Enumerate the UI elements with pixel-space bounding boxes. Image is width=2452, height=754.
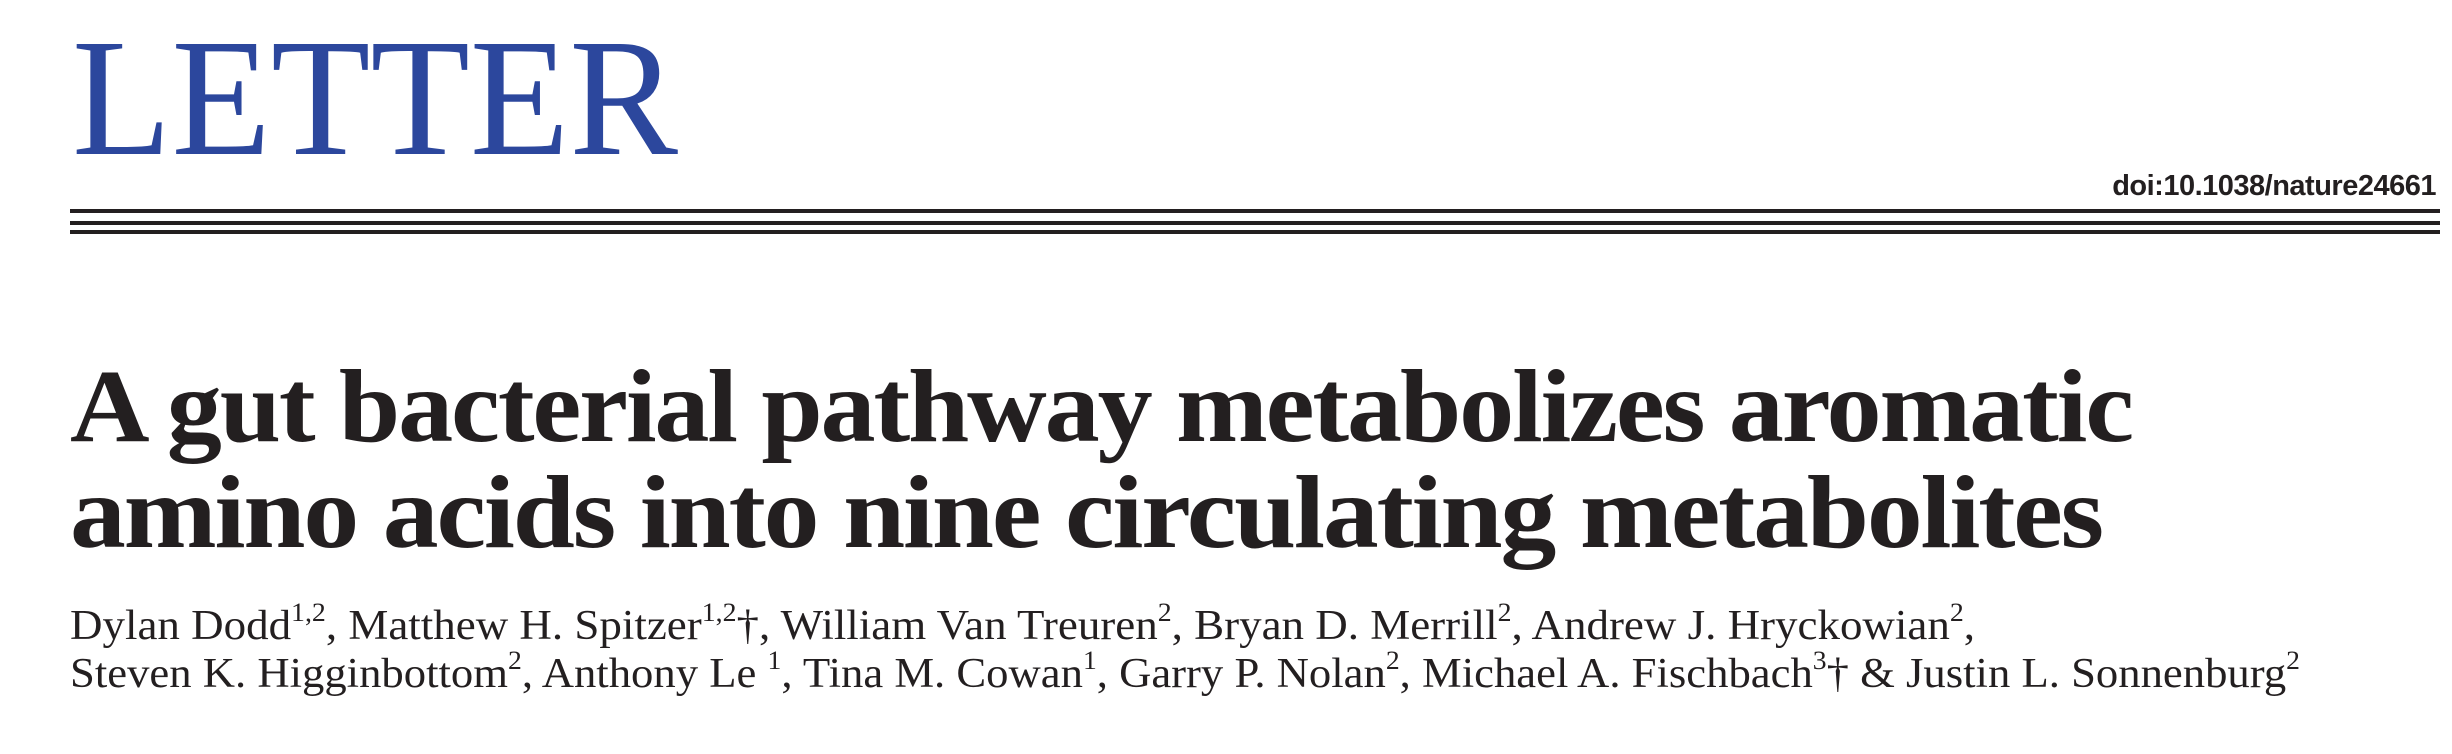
author-affiliation: 1 [767,645,782,675]
author-separator: & [1848,651,1907,697]
author-affiliation: 1,2 [291,597,326,627]
author-affiliation: 2 [508,645,522,675]
author-name: Dylan Dodd [70,603,292,649]
author-name: Anthony Le [541,651,768,697]
author-name: Tina M. Cowan [802,651,1083,697]
author-separator: , [759,603,781,649]
author-affiliation: 2 [1157,597,1172,627]
author-affiliation: 2 [2286,645,2300,675]
title-line: amino acids into nine circulating metabo… [70,455,2104,570]
author-separator: , [325,603,349,649]
author-name: Matthew H. Spitzer [348,603,702,649]
author-separator: , [781,651,803,697]
header-rule [70,209,2440,213]
title-line: A gut bacterial pathway metabolizes arom… [70,349,2134,464]
author: Garry P. Nolan2, [1119,647,1423,697]
header-rule [70,230,2440,234]
author-affiliation: 2 [1949,597,1964,627]
author: Tina M. Cowan1, [802,647,1120,697]
author-separator: , [1171,603,1195,649]
author-separator: , [1399,651,1423,697]
author-separator: , [1511,603,1532,649]
author-affiliation: 2 [1497,597,1512,627]
author-line: Dylan Dodd1,2, Matthew H. Spitzer1,2†, W… [70,599,1975,650]
author: Bryan D. Merrill2, [1194,599,1532,649]
author: Andrew J. Hryckowian2, [1531,599,1975,649]
author: Justin L. Sonnenburg2 [1906,647,2300,697]
author-name: Michael A. Fischbach [1422,651,1813,697]
author: William Van Treuren2, [780,599,1195,649]
author-name: Steven K. Higginbottom [70,651,509,697]
header-rule [70,221,2440,225]
author-affiliation: 3 [1812,645,1827,675]
author: Dylan Dodd1,2, [70,599,349,649]
author-name: William Van Treuren [780,603,1158,649]
author: Anthony Le 1, [541,647,803,697]
section-label: LETTER [72,5,678,191]
author-separator: , [1096,651,1120,697]
author-affiliation: 1,2 [701,597,737,627]
doi[interactable]: doi:10.1038/nature24661 [2112,170,2436,202]
author-name: Garry P. Nolan [1119,651,1386,697]
author-separator: , [1963,603,1975,649]
author-affiliation: 2 [1385,645,1400,675]
author-name: Andrew J. Hryckowian [1531,603,1950,649]
author-separator: , [521,651,542,697]
author-affiliation: 1 [1082,645,1097,675]
author: Steven K. Higginbottom2, [70,647,542,697]
author-name: Bryan D. Merrill [1194,603,1498,649]
author-line: Steven K. Higginbottom2, Anthony Le 1, T… [70,647,2300,698]
author: Michael A. Fischbach3† & [1422,647,1907,697]
author-name: Justin L. Sonnenburg [1906,651,2287,697]
dagger-mark: † [1826,651,1849,697]
dagger-mark: † [736,603,760,649]
author: Matthew H. Spitzer1,2†, [348,599,781,649]
